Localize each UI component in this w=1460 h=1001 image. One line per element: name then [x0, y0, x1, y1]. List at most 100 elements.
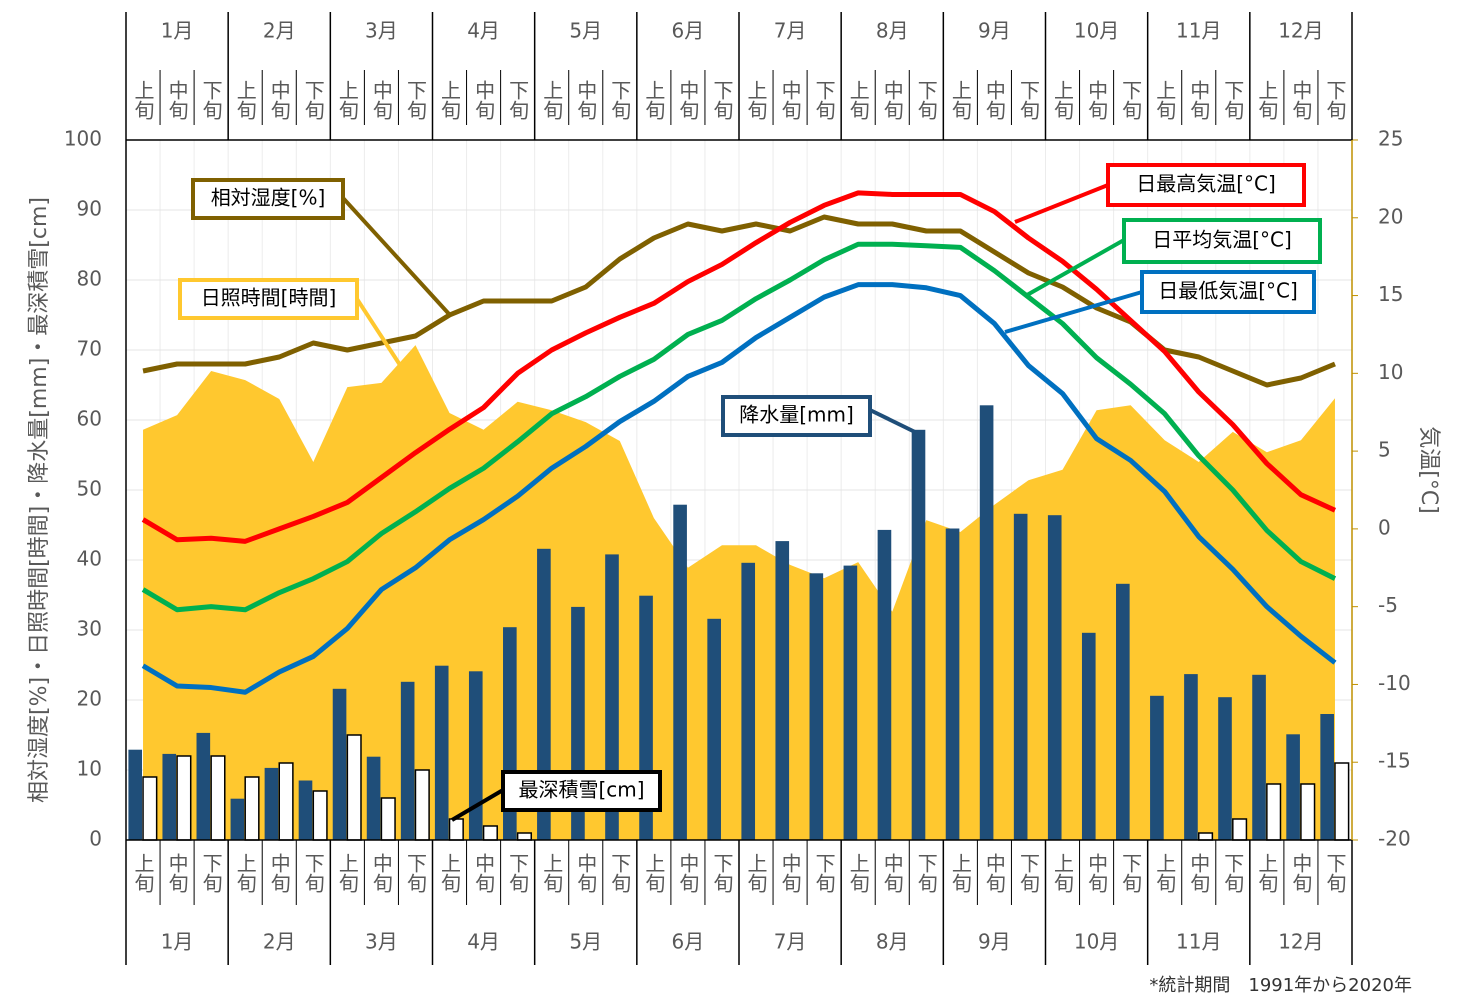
month-label: 8月	[876, 19, 909, 43]
bar	[911, 429, 926, 840]
x-tick-label: 中旬	[165, 80, 189, 120]
bar	[741, 562, 756, 840]
y-tick-label: 100	[64, 127, 102, 151]
x-tick-label: 中旬	[880, 80, 904, 120]
month-label: 1月	[161, 19, 194, 43]
x-tick-label: 下旬	[403, 853, 427, 893]
legend-label: 日最低気温[°C]	[1158, 279, 1298, 303]
x-tick-label: 上旬	[540, 80, 564, 120]
bar	[605, 554, 619, 840]
x-tick-label: 上旬	[1153, 80, 1177, 120]
callout-box	[501, 770, 662, 812]
x-tick-label: 下旬	[914, 80, 938, 120]
callout-leader	[1026, 238, 1125, 297]
bar	[332, 688, 347, 840]
x-tick-label: 上旬	[335, 80, 359, 120]
bar	[1150, 695, 1164, 840]
callout-box	[1140, 270, 1316, 314]
line	[141, 190, 1337, 544]
y-tick-label: 60	[77, 407, 102, 431]
bar	[1334, 762, 1350, 841]
bar	[414, 769, 430, 841]
legend-label: 日照時間[時間]	[201, 286, 337, 310]
bar	[809, 573, 824, 840]
x-tick-label: 中旬	[574, 80, 598, 120]
callout-box	[191, 178, 345, 220]
x-tick-label: 中旬	[1289, 853, 1313, 893]
y-tick-label: 20	[77, 687, 102, 711]
month-label: 10月	[1074, 930, 1119, 954]
x-tick-label: 上旬	[642, 80, 666, 120]
y-tick-label: 10	[77, 757, 102, 781]
x-tick-label: 中旬	[1187, 853, 1211, 893]
callout-leader	[355, 297, 402, 367]
month-label: 9月	[978, 930, 1011, 954]
bar	[366, 756, 381, 840]
x-tick-label: 中旬	[880, 853, 904, 893]
x-tick-label: 中旬	[165, 853, 189, 893]
bar	[346, 734, 362, 841]
x-tick-label: 上旬	[131, 80, 155, 120]
bar	[673, 504, 687, 840]
callout-box	[1106, 163, 1306, 207]
bar	[312, 790, 328, 841]
x-tick-label: 中旬	[1085, 853, 1109, 893]
x-tick-label: 中旬	[369, 853, 393, 893]
x-tick-label: 下旬	[403, 80, 427, 120]
bar	[843, 565, 858, 840]
bar	[1047, 515, 1062, 840]
callout-leader	[869, 408, 916, 434]
x-tick-label: 中旬	[982, 80, 1006, 120]
x-tick-label: 上旬	[948, 853, 972, 893]
x-tick-label: 上旬	[438, 853, 462, 893]
x-tick-label: 下旬	[1016, 853, 1040, 893]
y2-tick-label: -10	[1378, 671, 1411, 695]
legend-label: 相対湿度[%]	[211, 186, 326, 210]
month-label: 3月	[365, 930, 398, 954]
x-tick-label: 下旬	[608, 853, 632, 893]
month-label: 3月	[365, 19, 398, 43]
y2-tick-label: 20	[1378, 204, 1403, 228]
x-tick-label: 上旬	[335, 853, 359, 893]
month-label: 2月	[263, 19, 296, 43]
x-tick-label: 中旬	[778, 853, 802, 893]
y-tick-label: 30	[77, 617, 102, 641]
y-tick-label: 90	[77, 197, 102, 221]
x-tick-label: 中旬	[574, 853, 598, 893]
month-label: 5月	[569, 19, 602, 43]
x-tick-label: 上旬	[1153, 853, 1177, 893]
y2-tick-label: -5	[1378, 593, 1398, 617]
x-tick-label: 上旬	[744, 80, 768, 120]
x-tick-label: 下旬	[914, 853, 938, 893]
x-tick-label: 下旬	[1016, 80, 1040, 120]
bar	[230, 798, 245, 840]
bar	[1116, 583, 1130, 840]
callout-leader	[1004, 290, 1143, 334]
callout-leader	[341, 196, 451, 316]
bar	[400, 681, 415, 840]
x-tick-label: 上旬	[540, 853, 564, 893]
x-tick-label: 下旬	[812, 80, 836, 120]
legend-label: 降水量[mm]	[739, 403, 854, 427]
y2-axis-title: 気温[°C]	[1416, 426, 1441, 514]
x-tick-label: 下旬	[1119, 80, 1143, 120]
x-tick-label: 上旬	[438, 80, 462, 120]
bar	[448, 818, 464, 841]
x-tick-label: 下旬	[812, 853, 836, 893]
bar	[196, 732, 211, 840]
bar	[1320, 714, 1334, 840]
month-label: 12月	[1278, 930, 1323, 954]
x-tick-label: 上旬	[642, 853, 666, 893]
bar	[1286, 734, 1300, 840]
month-label: 6月	[672, 930, 705, 954]
y2-tick-label: -15	[1378, 749, 1411, 773]
x-tick-label: 下旬	[1221, 853, 1245, 893]
x-tick-label: 上旬	[131, 853, 155, 893]
y2-tick-label: 25	[1378, 127, 1403, 151]
month-label: 4月	[467, 930, 500, 954]
bar	[434, 665, 449, 840]
bar	[468, 671, 483, 840]
x-tick-label: 下旬	[301, 80, 325, 120]
x-tick-label: 下旬	[199, 80, 223, 120]
x-tick-label: 上旬	[744, 853, 768, 893]
